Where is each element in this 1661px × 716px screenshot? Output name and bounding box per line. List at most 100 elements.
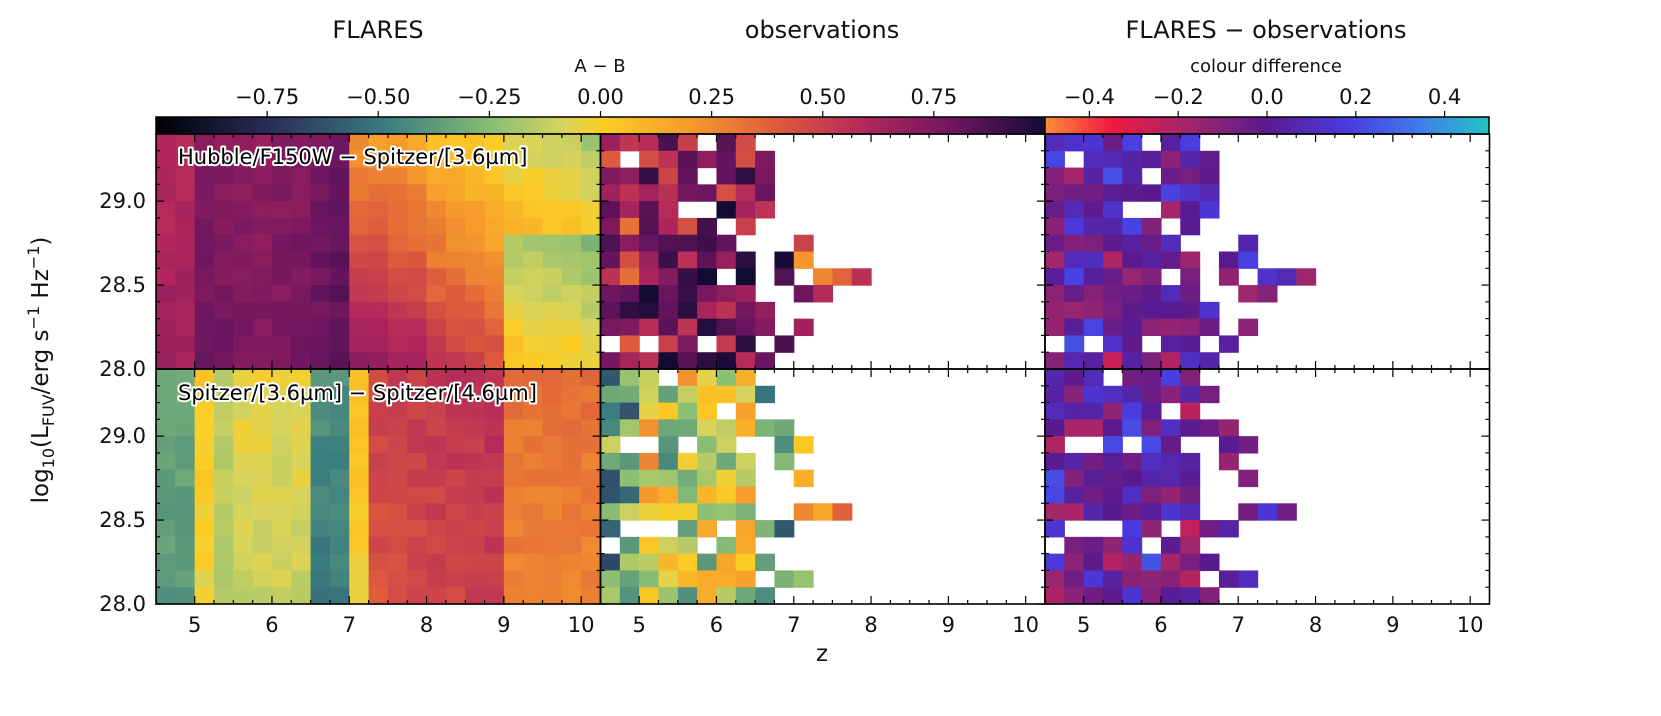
heatmap-cell <box>1083 150 1104 169</box>
heatmap-cell <box>233 285 254 303</box>
colorbar-tick-label: 0.4 <box>1428 85 1461 109</box>
heatmap-cell <box>291 285 312 303</box>
heatmap-cell <box>639 452 660 471</box>
heatmap-cell <box>329 452 350 471</box>
heatmap-cell <box>503 553 524 572</box>
heatmap-cell <box>1064 268 1085 286</box>
heatmap-cell <box>465 553 486 572</box>
heatmap-cell <box>658 352 679 370</box>
heatmap-cell <box>407 268 428 286</box>
heatmap-cell <box>329 369 350 387</box>
heatmap-cell <box>503 134 524 152</box>
heatmap-cell <box>426 217 447 236</box>
heatmap-cell <box>1122 452 1143 471</box>
heatmap-cell <box>697 184 718 202</box>
heatmap-cell <box>175 285 196 303</box>
heatmap-cell <box>291 301 312 320</box>
heatmap-cell <box>291 134 312 152</box>
heatmap-cell <box>600 301 621 320</box>
heatmap-cell <box>1218 419 1239 437</box>
heatmap-cell <box>619 587 640 605</box>
colorbar-label-ab: A − B <box>574 56 625 77</box>
heatmap-cell <box>368 150 389 169</box>
y-axis-label: log10(LFUV/erg s−1 Hz−1) <box>24 237 58 504</box>
heatmap-cell <box>175 469 196 488</box>
heatmap-cell <box>1045 587 1065 605</box>
heatmap-cell <box>484 150 505 169</box>
heatmap-cell <box>387 150 408 169</box>
heatmap-cell <box>349 536 370 555</box>
heatmap-cell <box>271 335 292 353</box>
heatmap-cell <box>755 201 776 219</box>
heatmap-cell <box>542 587 563 605</box>
heatmap-cell <box>581 285 602 303</box>
heatmap-cell <box>1160 234 1181 253</box>
heatmap-cell <box>349 553 370 572</box>
heatmap-cell <box>368 201 389 219</box>
heatmap-cell <box>716 285 737 303</box>
heatmap-cell <box>465 503 486 521</box>
heatmap-cell <box>194 234 215 253</box>
heatmap-cell <box>523 503 544 521</box>
heatmap-cell <box>368 436 389 454</box>
heatmap-cell <box>1180 469 1201 488</box>
heatmap-cell <box>639 402 660 420</box>
heatmap-cell <box>735 268 756 286</box>
heatmap-cell <box>310 385 331 404</box>
heatmap-cell <box>368 469 389 488</box>
heatmap-cell <box>1045 385 1065 404</box>
heatmap-cell <box>716 536 737 555</box>
heatmap-cell <box>1238 503 1259 521</box>
heatmap-cell <box>194 369 215 387</box>
heatmap-cell <box>465 385 486 404</box>
heatmap-cell <box>735 469 756 488</box>
heatmap-cell <box>407 217 428 236</box>
heatmap-cell <box>387 268 408 286</box>
heatmap-cell <box>1180 419 1201 437</box>
heatmap-cell <box>329 201 350 219</box>
heatmap-cell <box>407 318 428 337</box>
heatmap-cell <box>523 385 544 404</box>
heatmap-cell <box>581 150 602 169</box>
heatmap-cell <box>156 352 176 370</box>
heatmap-cell <box>774 520 795 538</box>
heatmap-cell <box>1064 134 1085 152</box>
heatmap-cell <box>600 385 621 404</box>
heatmap-cell <box>1199 167 1220 185</box>
heatmap-cell <box>310 184 331 202</box>
heatmap-cell <box>271 369 292 387</box>
heatmap-cell <box>619 570 640 588</box>
heatmap-cell <box>542 486 563 504</box>
heatmap-cell <box>1102 234 1123 253</box>
heatmap-cell <box>233 452 254 471</box>
heatmap-cell <box>213 553 234 572</box>
heatmap-cell <box>407 385 428 404</box>
heatmap-cell <box>1238 570 1259 588</box>
heatmap-cell <box>175 503 196 521</box>
heatmap-cell <box>156 452 176 471</box>
heatmap-cell <box>581 436 602 454</box>
heatmap-cell <box>329 536 350 555</box>
heatmap-cell <box>1064 452 1085 471</box>
heatmap-cell <box>175 553 196 572</box>
heatmap-cell <box>156 134 176 152</box>
heatmap-cell <box>349 217 370 236</box>
heatmap-cell <box>581 318 602 337</box>
heatmap-cell <box>619 285 640 303</box>
heatmap-cell <box>1199 201 1220 219</box>
heatmap-cell <box>368 570 389 588</box>
heatmap-cell <box>484 335 505 353</box>
heatmap-cell <box>1102 402 1123 420</box>
heatmap-cell <box>1160 536 1181 555</box>
heatmap-cell <box>1238 469 1259 488</box>
heatmap-cell <box>310 520 331 538</box>
heatmap-cell <box>407 452 428 471</box>
heatmap-cell <box>793 251 814 269</box>
heatmap-cell <box>503 201 524 219</box>
heatmap-cell <box>252 201 273 219</box>
heatmap-cell <box>697 285 718 303</box>
heatmap-cell <box>1102 268 1123 286</box>
heatmap-cell <box>542 201 563 219</box>
heatmap-cell <box>581 419 602 437</box>
heatmap-cell <box>484 385 505 404</box>
